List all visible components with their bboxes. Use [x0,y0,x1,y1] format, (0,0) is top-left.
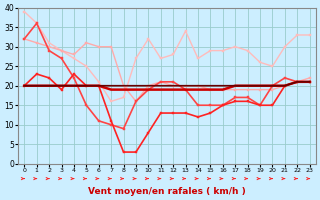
X-axis label: Vent moyen/en rafales ( km/h ): Vent moyen/en rafales ( km/h ) [88,187,246,196]
